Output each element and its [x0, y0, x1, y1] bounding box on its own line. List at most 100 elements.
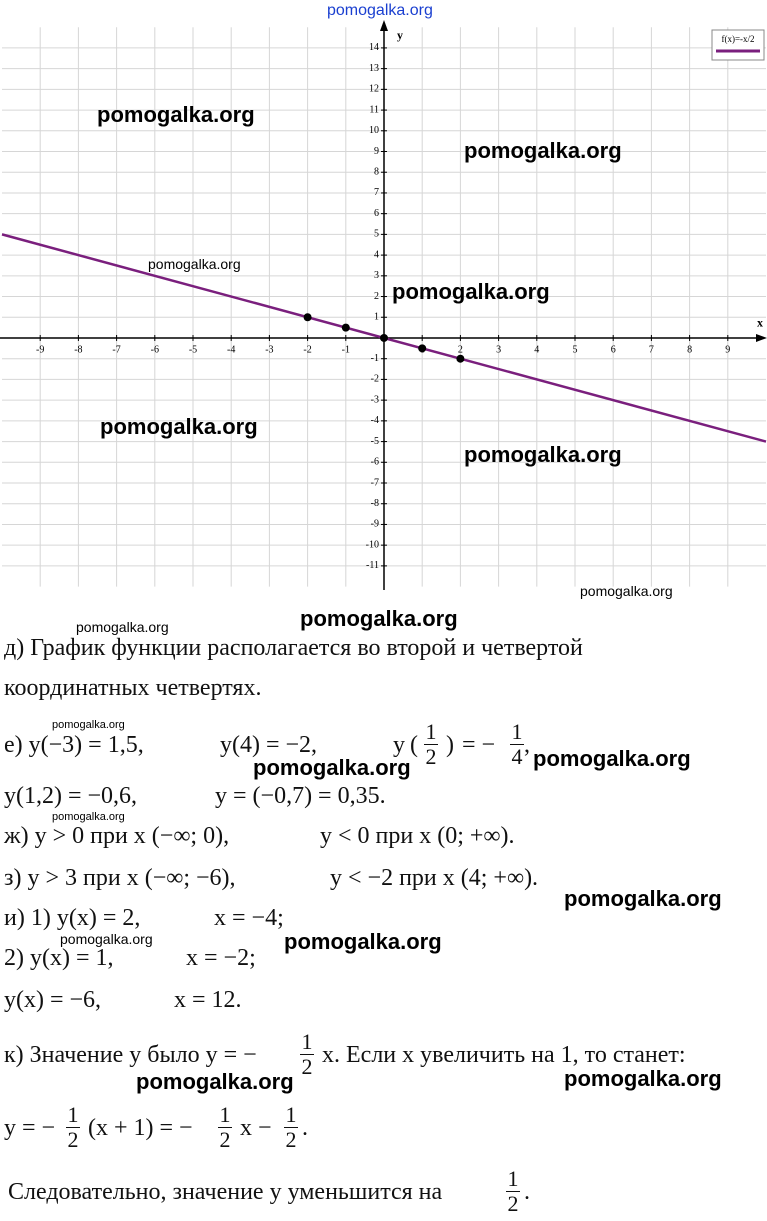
text-segment: x = −2;: [186, 945, 256, 971]
x-tick-label: -3: [265, 344, 273, 355]
text-segment: y: [393, 732, 405, 758]
x-tick-label: 2: [458, 344, 463, 355]
text-segment: y(x) = −6,: [4, 987, 102, 1013]
watermark: pomogalka.org: [52, 811, 125, 823]
y-tick-label: -2: [371, 374, 379, 385]
y-tick-label: -4: [371, 415, 379, 426]
numerator: 1: [285, 1102, 297, 1127]
watermark: pomogalka.org: [148, 256, 241, 272]
y-axis-label: y: [397, 28, 403, 42]
y-tick-label: -1: [371, 353, 379, 364]
denominator: 2: [301, 1054, 313, 1079]
point: [380, 333, 388, 342]
watermark: pomogalka.org: [76, 619, 169, 635]
x-tick-label: 3: [496, 344, 501, 355]
denominator: 2: [285, 1127, 297, 1152]
x-tick-label: -7: [112, 344, 120, 355]
x-tick-label: 4: [534, 344, 539, 355]
numerator: 1: [425, 719, 437, 744]
x-tick-label: 7: [649, 344, 654, 355]
text-segment: 2) y(x) = 1,: [4, 945, 114, 971]
text-segment: .: [302, 1115, 308, 1141]
denominator: 2: [219, 1127, 231, 1152]
y-tick-label: -9: [371, 519, 379, 530]
text-segment: y = −: [4, 1115, 56, 1141]
denominator: 4: [511, 744, 523, 769]
text-segment: ж) y > 0 при x (−∞; 0),: [4, 823, 230, 849]
y-tick-label: 9: [374, 146, 379, 157]
text-segment: y = (−0,7) = 0,35.: [215, 783, 386, 809]
fraction-bar: [510, 744, 524, 745]
fraction-bar: [218, 1127, 232, 1128]
y-tick-label: 12: [369, 84, 379, 95]
numerator: 1: [67, 1102, 79, 1127]
x-tick-label: -8: [74, 344, 82, 355]
watermark: pomogalka.org: [136, 1069, 294, 1094]
x-tick-label: -5: [189, 344, 197, 355]
denominator: 2: [507, 1191, 519, 1216]
text-segment: (x + 1) = −: [88, 1115, 193, 1141]
x-tick-label: 5: [573, 344, 578, 355]
text-segment: y(1,2) = −0,6,: [4, 783, 138, 809]
point: [341, 323, 350, 332]
watermark: pomogalka.org: [533, 746, 691, 771]
x-tick-label: 9: [725, 344, 730, 355]
x-tick-label: -1: [342, 344, 350, 355]
fraction-bar: [66, 1127, 80, 1128]
text-segment: x −: [240, 1115, 272, 1141]
y-tick-label: 6: [374, 208, 379, 219]
watermark: pomogalka.org: [564, 1066, 722, 1091]
fraction-bar: [506, 1191, 520, 1192]
y-tick-label: 13: [369, 63, 379, 74]
watermark: pomogalka.org: [284, 929, 442, 954]
denominator: 2: [67, 1127, 79, 1152]
text-segment: = −: [462, 732, 496, 758]
text-segment: x = −4;: [214, 905, 284, 931]
point: [418, 344, 427, 353]
point: [456, 354, 465, 363]
watermark: pomogalka.org: [253, 755, 411, 780]
y-tick-label: 5: [374, 229, 379, 240]
y-tick-label: -5: [371, 436, 379, 447]
fraction-bar: [284, 1127, 298, 1128]
numerator: 1: [219, 1102, 231, 1127]
text-segment: ,: [524, 732, 530, 758]
watermark: pomogalka.org: [564, 886, 722, 911]
watermark: pomogalka.org: [464, 442, 622, 467]
x-tick-label: -4: [227, 344, 235, 355]
text-segment: .: [524, 1179, 530, 1205]
y-tick-label: -7: [371, 477, 379, 488]
y-tick-label: 1: [374, 312, 379, 323]
x-tick-label: -6: [151, 344, 159, 355]
x-tick-label: -2: [303, 344, 311, 355]
text-segment: y < −2 при x (4; +∞).: [330, 865, 539, 891]
watermark: pomogalka.org: [392, 279, 550, 304]
fraction-bar: [424, 744, 438, 745]
y-tick-label: 11: [369, 104, 379, 115]
numerator: 1: [511, 719, 523, 744]
numerator: 1: [301, 1029, 313, 1054]
x-axis-arrow: [756, 333, 767, 342]
watermark: pomogalka.org: [52, 719, 125, 731]
text-segment: д) График функции располагается во второ…: [4, 635, 583, 661]
text-segment: y(4) = −2,: [220, 732, 318, 758]
x-tick-label: 6: [611, 344, 616, 355]
chart: xy-9-8-7-6-5-4-3-2-112345678914131211109…: [0, 20, 767, 590]
x-tick-label: 8: [687, 344, 692, 355]
text-segment: y < 0 при x (0; +∞).: [320, 823, 515, 849]
text-segment: координатных четвертях.: [4, 675, 262, 701]
y-tick-label: -11: [366, 560, 379, 571]
x-tick-label: -9: [36, 344, 44, 355]
y-tick-label: -3: [371, 394, 379, 405]
y-tick-label: 2: [374, 291, 379, 302]
y-tick-label: 7: [374, 187, 379, 198]
watermark: pomogalka.org: [327, 2, 433, 19]
y-axis-arrow: [380, 20, 388, 31]
legend-box: [711, 29, 765, 61]
